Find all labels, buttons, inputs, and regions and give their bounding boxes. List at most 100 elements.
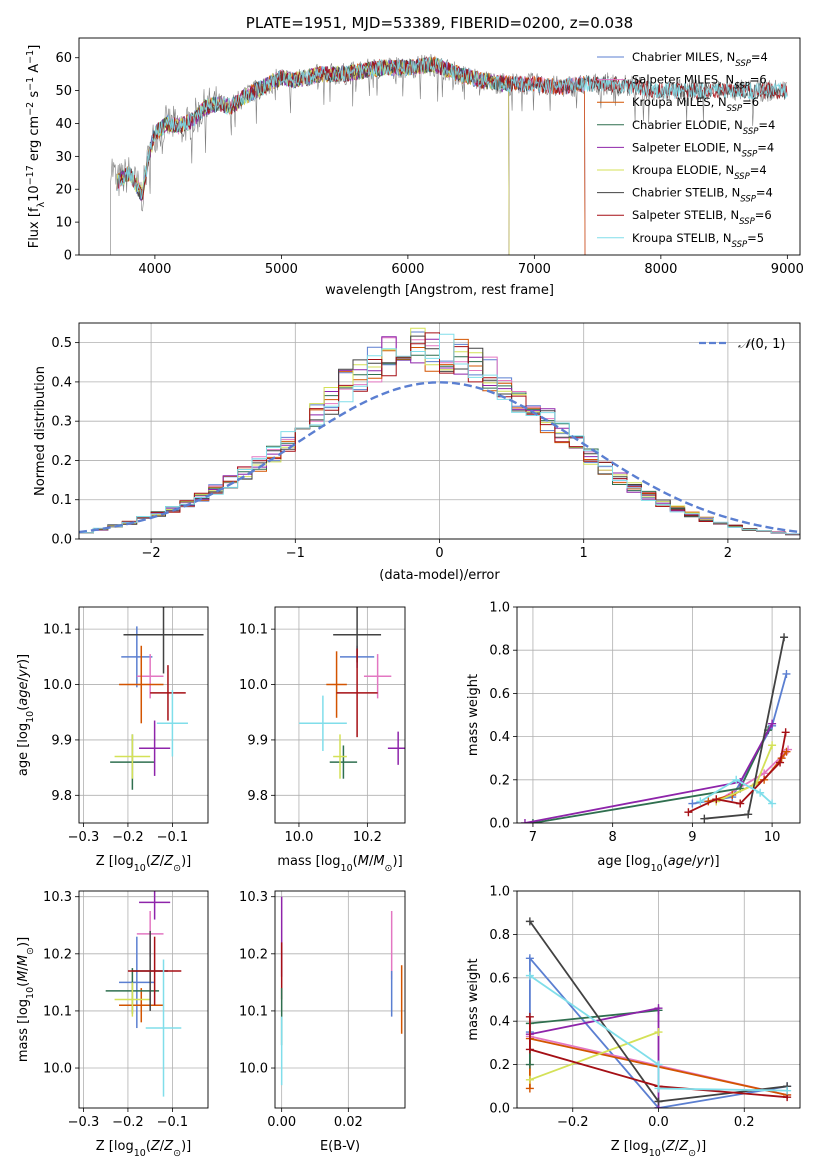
y-tick-label: 10 [55,216,72,231]
x-tick-label: 6000 [391,262,424,277]
y-tick-label: 10.1 [43,623,72,638]
x-tick-label: 10.0 [284,830,313,845]
x-axis-label: (data-model)/error [379,568,500,583]
y-axis-label: mass [log10(M/M⊙)] [16,937,36,1062]
x-tick-label: −0.2 [557,1115,589,1130]
weight-line [699,778,773,805]
y-axis-label: Flux [fλ10−17 erg cm−2 s−1 A−1] [25,45,47,249]
y-tick-label: 10.3 [43,890,72,905]
y-tick-label: 10.1 [239,623,268,638]
weight-marker [654,1004,663,1013]
weight-marker [684,808,693,817]
x-tick-label: 10 [764,830,781,845]
weight-marker [654,1097,663,1106]
axes-frame [78,890,209,1109]
weight-marker [736,799,745,808]
legend-label: Chabrier ELODIE, NSSP=4 [632,118,775,137]
chart-title: PLATE=1951, MJD=53389, FIBERID=0200, z=0… [246,14,633,32]
weight-marker [654,1084,663,1093]
weight-marker [696,797,705,806]
y-tick-label: 10.0 [43,678,72,693]
x-tick-label: 7000 [518,262,551,277]
y-axis-label: age [log10(age/yr)] [16,654,36,776]
y-tick-label: 1.0 [489,601,510,616]
y-tick-label: 9.9 [247,733,268,748]
weight-line [532,729,769,823]
x-axis-label: mass [log10(M/M⊙)] [277,854,402,874]
model-spectrum-chabrier-elodie [116,57,510,255]
weight-marker [780,633,789,642]
weight-marker [654,1060,663,1069]
y-tick-label: 0.0 [489,1102,510,1117]
axes-frame [274,606,406,824]
weight-marker [732,775,741,784]
residuals-plot-area [79,327,800,536]
legend-label: Chabrier STELIB, NSSP=4 [632,186,773,205]
weight-marker [525,971,534,980]
normal-curve [79,381,800,534]
y-axis-label: mass weight [466,958,481,1040]
y-tick-label: 0.0 [489,817,510,832]
x-tick-label: 1 [580,546,588,561]
legend-label: Chabrier MILES, NSSP=4 [632,50,768,69]
axes-frame [78,606,209,824]
y-tick-label: 0.8 [489,644,510,659]
weight-marker [525,917,534,926]
weight-marker [525,954,534,963]
y-tick-label: 0.4 [489,730,510,745]
x-tick-label: −0.1 [157,830,189,845]
x-tick-label: 0.02 [334,1115,363,1130]
weight-marker [525,1075,534,1084]
weight-line [529,955,788,1108]
weight-marker [744,810,753,819]
weight-marker [654,1028,663,1037]
weight-marker [768,741,777,750]
axes-frame [516,890,801,1109]
y-tick-label: 50 [55,84,72,99]
x-tick-label: 8 [609,830,617,845]
x-tick-label: −0.3 [68,1115,100,1130]
z-weights-plot-area [525,917,792,1108]
y-tick-label: 10.1 [239,1004,268,1019]
x-axis-label: E(B-V) [320,1139,360,1154]
legend-label: Kroupa MILES, NSSP=6 [632,95,759,114]
y-tick-label: 0.2 [489,773,510,788]
y-tick-label: 0.2 [51,454,72,469]
x-tick-label: −1 [286,546,305,561]
weight-marker [525,1060,534,1069]
residual-histogram [79,333,800,535]
x-tick-label: 0.0 [648,1115,669,1130]
y-tick-label: 0 [64,249,72,264]
legend-label: Kroupa STELIB, NSSP=5 [632,231,764,250]
legend-label: 𝒩(0, 1) [738,337,785,352]
y-tick-label: 9.8 [51,789,72,804]
model-spectrum-kroupa-elodie [116,56,510,255]
y-axis-label: Normed distribution [33,366,48,496]
y-tick-label: 10.3 [239,890,268,905]
weight-marker [700,814,709,823]
weight-line [524,723,773,823]
y-tick-label: 0.4 [489,1015,510,1030]
weight-marker [525,1084,534,1093]
legend-label: Salpeter MILES, NSSP=6 [632,73,767,92]
x-tick-label: 8000 [644,262,677,277]
legend-label: Kroupa ELODIE, NSSP=4 [632,163,767,182]
x-tick-label: −0.1 [157,1115,189,1130]
weight-marker [525,1012,534,1021]
mass-vs-age-plot-area [298,607,405,779]
x-tick-label: 0.00 [267,1115,296,1130]
x-axis-label: age [log10(age/yr)] [597,854,719,874]
y-tick-label: 60 [55,51,72,66]
x-tick-label: 7 [529,830,537,845]
x-tick-label: 10.2 [353,830,382,845]
x-tick-label: −0.3 [68,830,100,845]
axes-frame [78,322,801,540]
model-spectrum-salpeter-elodie [116,57,510,255]
x-tick-label: 0 [435,546,443,561]
weight-marker [520,819,529,823]
x-axis-label: wavelength [Angstrom, rest frame] [325,283,554,298]
x-tick-label: −0.2 [112,1115,144,1130]
weight-marker [768,719,777,728]
y-tick-label: 0.2 [489,1058,510,1073]
